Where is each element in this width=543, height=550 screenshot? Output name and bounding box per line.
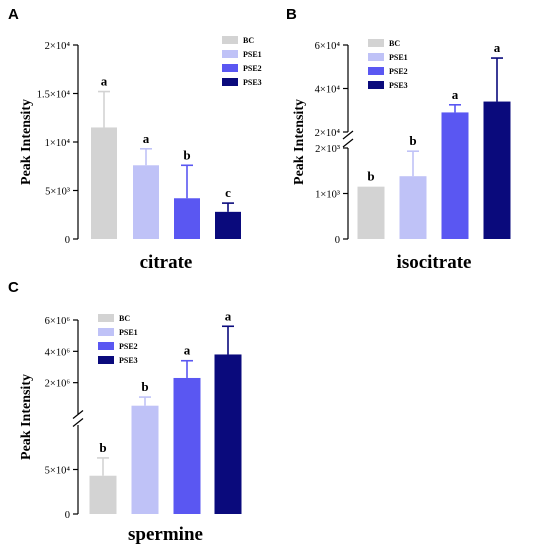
bar-pse1 [399, 176, 427, 239]
bar-pse2 [441, 112, 469, 239]
x-axis-label: spermine [128, 524, 203, 545]
legend-swatch-pse1 [368, 53, 384, 61]
panel-B-isocitrate-chart: B 0 1×10³ 2×10³ 2×10⁴ 4×10⁴ 6×10⁴ Peak Intensit… [286, 6, 511, 273]
bar-pse1 [131, 405, 159, 514]
legend-swatch-bc [368, 39, 384, 47]
significance-letter: a [225, 308, 232, 323]
legend: BC PSE1 PSE2 PSE3 [368, 39, 408, 90]
y-tick-label: 0 [65, 510, 70, 521]
significance-letter: b [141, 379, 148, 394]
significance-letter: b [99, 440, 106, 455]
legend: BC PSE1 PSE2 PSE3 [98, 314, 138, 365]
y-tick-label: 5×10³ [45, 187, 70, 198]
legend: BC PSE1 PSE2 PSE3 [222, 36, 262, 87]
significance-letter: a [494, 40, 501, 55]
bar-pse3 [483, 101, 511, 239]
axis-break-mark [72, 418, 84, 427]
significance-letter: b [409, 133, 416, 148]
legend-label-bc: BC [119, 314, 130, 323]
bar-pse3 [214, 354, 242, 514]
legend-label-pse1: PSE1 [119, 328, 138, 337]
legend-swatch-pse1 [222, 50, 238, 58]
legend-label-pse1: PSE1 [243, 50, 262, 59]
significance-letter: a [143, 131, 150, 146]
panel-letter: B [286, 6, 297, 23]
significance-letter: a [101, 74, 108, 89]
bar-pse1 [133, 165, 159, 239]
y-tick-label: 5×10⁴ [45, 466, 71, 477]
significance-letter: b [367, 169, 374, 184]
legend-label-pse2: PSE2 [243, 64, 262, 73]
significance-letter: c [225, 185, 231, 200]
axis-break-mark [72, 410, 84, 419]
significance-letter: a [184, 343, 191, 358]
legend-label-pse2: PSE2 [389, 67, 408, 76]
legend-label-bc: BC [243, 36, 254, 45]
y-tick-label: 6×10⁴ [315, 41, 341, 52]
y-tick-label: 1×10⁴ [45, 138, 71, 149]
bar-pse2 [174, 198, 200, 239]
bar-bc [89, 475, 117, 514]
y-tick-label: 2×10³ [315, 144, 340, 155]
bar-pse3 [215, 211, 241, 239]
legend-swatch-pse2 [98, 342, 114, 350]
legend-label-pse3: PSE3 [389, 81, 408, 90]
bar-bc [357, 186, 385, 239]
y-tick-label: 4×10⁴ [315, 85, 341, 96]
legend-swatch-pse3 [98, 356, 114, 364]
y-tick-label: 4×10⁶ [45, 347, 71, 358]
legend-swatch-pse3 [222, 78, 238, 86]
axis-break-mark [342, 130, 354, 140]
legend-swatch-pse2 [222, 64, 238, 72]
bar-bc [91, 127, 117, 239]
y-axis-label: Peak Intensity [19, 374, 34, 460]
x-axis-label: isocitrate [397, 252, 472, 273]
panel-A-citrate-chart: A 0 5×10³ 1×10⁴ 1.5×10⁴ 2×10⁴ Peak Intensity a a… [8, 6, 262, 273]
y-axis-label: Peak Intensity [19, 99, 34, 185]
y-tick-label: 0 [65, 235, 70, 246]
legend-swatch-bc [222, 36, 238, 44]
legend-label-pse3: PSE3 [243, 78, 262, 87]
panel-C-spermine-chart: C 0 5×10⁴ 2×10⁶ 4×10⁶ 6×10⁶ Peak Intensity b b a a… [8, 279, 242, 545]
legend-label-pse2: PSE2 [119, 342, 138, 351]
significance-letter: b [183, 147, 190, 162]
y-tick-label: 1×10³ [315, 190, 340, 201]
y-axis-label: Peak Intensity [292, 99, 307, 185]
y-tick-label: 6×10⁶ [45, 316, 71, 327]
legend-swatch-bc [98, 314, 114, 322]
legend-label-pse3: PSE3 [119, 356, 138, 365]
y-tick-label: 2×10⁶ [45, 379, 71, 390]
y-tick-label: 1.5×10⁴ [37, 90, 71, 101]
x-axis-label: citrate [140, 252, 193, 273]
axis-break-mark [342, 138, 354, 148]
legend-swatch-pse1 [98, 328, 114, 336]
panel-letter: C [8, 279, 19, 296]
bar-pse2 [173, 377, 201, 514]
legend-swatch-pse3 [368, 81, 384, 89]
panel-letter: A [8, 6, 19, 23]
legend-label-bc: BC [389, 39, 400, 48]
significance-letter: a [452, 87, 459, 102]
legend-swatch-pse2 [368, 67, 384, 75]
legend-label-pse1: PSE1 [389, 53, 408, 62]
y-tick-label: 2×10⁴ [45, 41, 71, 52]
y-tick-label: 2×10⁴ [315, 128, 341, 139]
y-tick-label: 0 [335, 235, 340, 246]
